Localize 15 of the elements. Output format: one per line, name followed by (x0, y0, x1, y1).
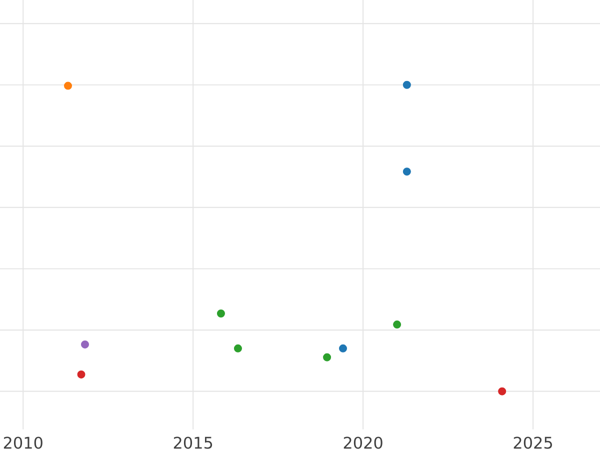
x-tick-label: 2010 (4, 436, 42, 449)
point (77, 370, 86, 379)
point (323, 353, 332, 362)
x-tick-label: 2015 (174, 436, 212, 449)
x-tick-label: 2020 (344, 436, 382, 449)
x-tick-label: 2025 (514, 436, 552, 449)
point (64, 82, 72, 90)
point (402, 168, 411, 176)
point (393, 320, 402, 329)
point (80, 340, 89, 349)
point (234, 344, 242, 353)
point (339, 344, 348, 353)
point (216, 310, 225, 318)
point (498, 387, 506, 396)
point (402, 81, 411, 90)
